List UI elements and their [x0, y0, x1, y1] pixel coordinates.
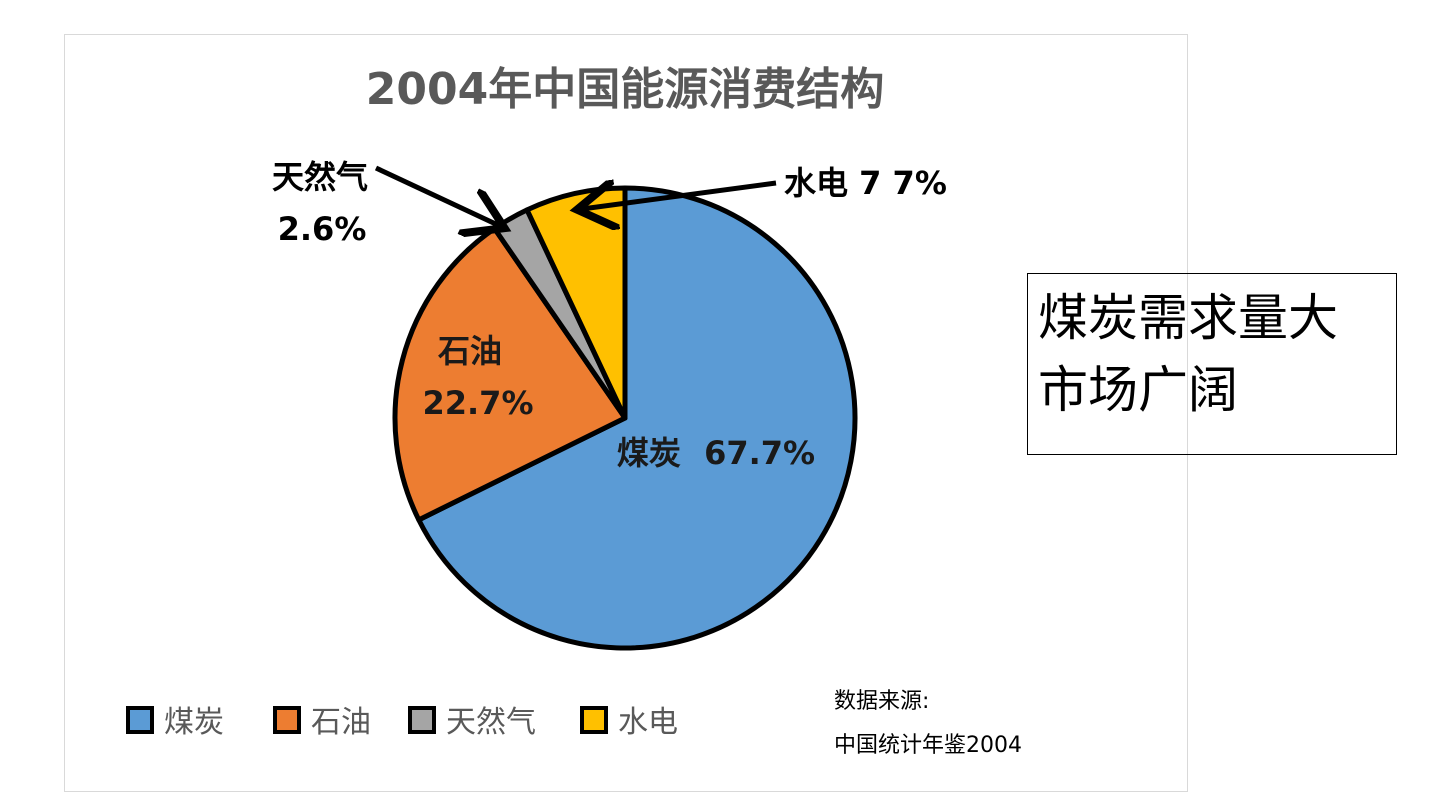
legend-oil-item: 石油 [273, 705, 371, 740]
legend-oil-label: 石油 [311, 705, 371, 740]
legend-gas-label: 天然气 [446, 705, 536, 740]
note-line-2: 市场广阔 [1038, 361, 1238, 419]
note-box: 煤炭需求量大 市场广阔 [1027, 273, 1397, 455]
source-line-1: 数据来源: [834, 689, 929, 714]
coal-label-value: 67.7% [704, 434, 815, 472]
legend-coal-swatch [126, 706, 154, 734]
gas-label-value: 2.6% [278, 210, 367, 248]
gas-label-name: 天然气 [272, 158, 368, 196]
legend-coal-item: 煤炭 [126, 705, 224, 740]
legend-oil-swatch [273, 706, 301, 734]
legend-gas-item: 天然气 [408, 705, 536, 740]
legend-hydro-label: 水电 [618, 705, 678, 740]
chart-legend: 煤炭 石油 天然气 水电 [126, 705, 678, 740]
slice-oil [392, 226, 628, 523]
legend-gas-swatch [408, 706, 436, 734]
gas-callout-arrow [374, 165, 500, 226]
hydro-callout-arrow [582, 183, 777, 209]
hydro-label: 水电 7 7% [784, 164, 947, 202]
chart-title: 2004年中国能源消费结构 [366, 64, 884, 115]
slice-coal [416, 185, 858, 651]
oil-label-name: 石油 [437, 332, 502, 370]
note-line-1: 煤炭需求量大 [1038, 289, 1338, 347]
coal-label: 煤炭 67.7% [617, 434, 815, 472]
source-line-2: 中国统计年鉴2004 [834, 733, 1022, 758]
pie-slices [392, 185, 858, 651]
legend-hydro-item: 水电 [580, 705, 678, 740]
legend-coal-label: 煤炭 [164, 705, 224, 740]
legend-hydro-swatch [580, 706, 608, 734]
coal-label-name: 煤炭 [617, 434, 681, 472]
oil-label-value: 22.7% [422, 384, 533, 422]
